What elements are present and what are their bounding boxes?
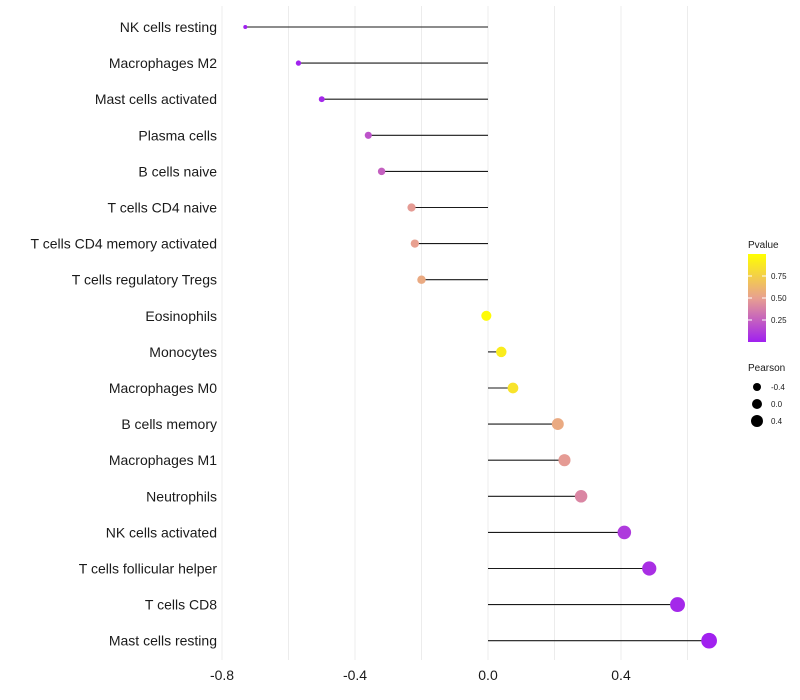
size-legend-dot xyxy=(751,415,763,427)
category-label: T cells CD8 xyxy=(145,597,217,613)
data-point xyxy=(481,310,492,321)
size-legend-label: 0.4 xyxy=(771,417,783,426)
pvalue-legend: Pvalue 0.25 0.50 0.75 xyxy=(748,240,787,342)
size-legend-dot xyxy=(752,399,762,409)
category-label: Mast cells activated xyxy=(95,91,217,107)
data-point xyxy=(617,525,632,540)
data-point xyxy=(364,131,372,139)
data-point xyxy=(558,454,571,467)
size-legend-dot xyxy=(753,383,761,391)
category-label: Macrophages M1 xyxy=(109,452,217,468)
stems xyxy=(245,26,710,642)
data-point xyxy=(410,239,419,248)
data-point xyxy=(295,60,302,66)
colorbar-label: 0.25 xyxy=(771,316,787,325)
data-point xyxy=(670,597,685,613)
x-tick-label: -0.8 xyxy=(210,667,234,683)
x-tick-labels: -0.8 -0.4 0.0 0.4 xyxy=(210,667,631,683)
pvalue-colorbar xyxy=(748,254,766,342)
category-label: Mast cells resting xyxy=(109,633,217,649)
data-point xyxy=(377,167,386,176)
category-label: NK cells resting xyxy=(120,19,217,35)
category-label: T cells CD4 memory activated xyxy=(31,236,217,252)
x-tick-label: 0.0 xyxy=(478,667,498,683)
data-point xyxy=(417,275,426,284)
size-legend-label: -0.4 xyxy=(771,383,785,392)
data-point xyxy=(318,96,325,103)
category-label: Plasma cells xyxy=(138,127,217,143)
data-point xyxy=(701,632,717,649)
points xyxy=(243,25,717,649)
data-point xyxy=(243,25,248,29)
data-point xyxy=(551,418,564,431)
category-label: T cells regulatory Tregs xyxy=(72,272,217,288)
category-label: B cells naive xyxy=(138,163,217,179)
category-label: NK cells activated xyxy=(106,524,217,540)
category-label: Macrophages M2 xyxy=(109,55,217,71)
x-tick-label: -0.4 xyxy=(343,667,367,683)
category-label: Macrophages M0 xyxy=(109,380,217,396)
colorbar-label: 0.75 xyxy=(771,272,787,281)
data-point xyxy=(574,490,588,503)
grid-lines xyxy=(221,6,688,660)
category-label: T cells follicular helper xyxy=(79,561,218,577)
pearson-legend-title: Pearson xyxy=(748,363,785,374)
category-label: Neutrophils xyxy=(146,488,217,504)
data-point xyxy=(507,382,519,394)
category-label: Monocytes xyxy=(149,344,217,360)
data-point xyxy=(407,203,416,212)
pearson-legend: Pearson -0.4 0.0 0.4 xyxy=(748,363,785,427)
pvalue-legend-title: Pvalue xyxy=(748,240,779,251)
size-legend-label: 0.0 xyxy=(771,400,783,409)
category-label: T cells CD4 naive xyxy=(108,200,218,216)
category-label: Eosinophils xyxy=(145,308,217,324)
data-point xyxy=(496,346,507,358)
category-labels: NK cells resting Macrophages M2 Mast cells… xyxy=(31,19,218,649)
category-label: B cells memory xyxy=(121,416,217,432)
data-point xyxy=(642,561,657,576)
colorbar-label: 0.50 xyxy=(771,294,787,303)
x-tick-label: 0.4 xyxy=(611,667,631,683)
